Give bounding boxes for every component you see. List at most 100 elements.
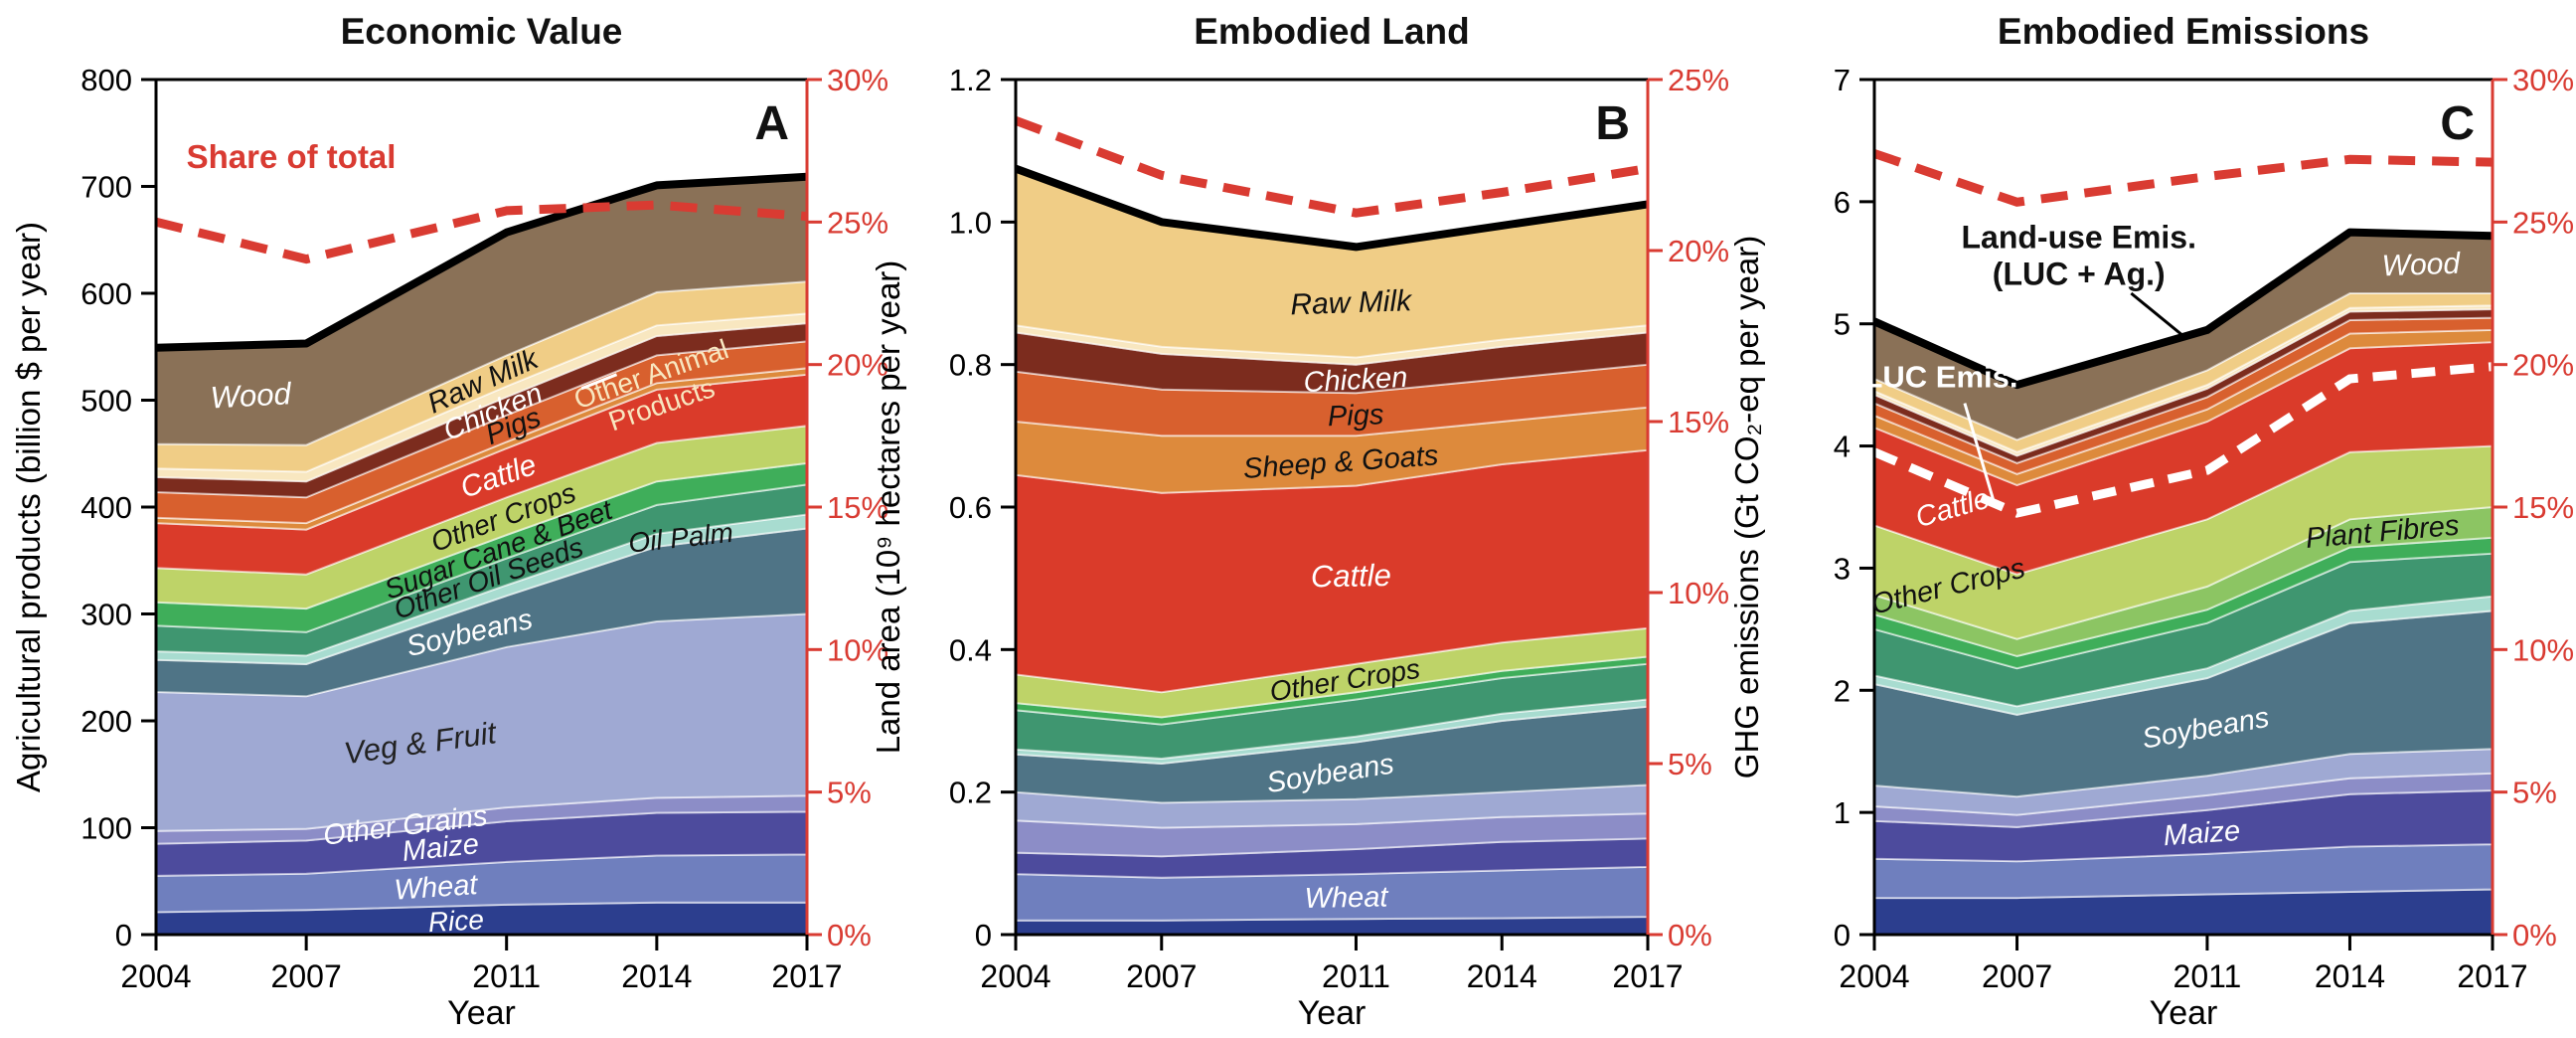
- band-label-A-wood: Wood: [210, 376, 293, 415]
- x-tick-label: 2004: [120, 958, 191, 994]
- band-label-B-wheat: Wheat: [1304, 881, 1389, 914]
- left-tick-label: 0: [975, 918, 992, 952]
- leader-line-A-2: [580, 373, 618, 391]
- right-tick-label: 25%: [2512, 205, 2574, 240]
- x-tick-label: 2004: [1839, 958, 1909, 994]
- right-tick-label: 0%: [1668, 918, 1712, 952]
- annotation-A-0: Share of total: [187, 138, 397, 175]
- x-tick-label: 2007: [271, 958, 342, 994]
- y-axis-title-C: GHG emissions (Gt CO₂-eq per year): [1728, 236, 1765, 778]
- panel-title-B: Embodied Land: [1194, 11, 1470, 52]
- panel-A: 0 100 200 300 400 500 600 700 800 0% 5% 10% 15% 20% 25…: [10, 11, 888, 1032]
- x-tick-label: 2011: [472, 958, 541, 994]
- left-tick-label: 0.6: [949, 490, 992, 525]
- total-line-B: [1014, 164, 1649, 252]
- left-tick-label: 5: [1834, 307, 1851, 342]
- left-tick-label: 1.2: [949, 63, 992, 97]
- total-line-C: [1872, 228, 2494, 390]
- left-tick-label: 0: [1834, 918, 1851, 952]
- right-tick-label: 20%: [1668, 234, 1729, 268]
- band-label-B-cattle: Cattle: [1311, 558, 1392, 594]
- right-tick-label: 30%: [827, 63, 888, 97]
- right-tick-label: 30%: [2512, 63, 2574, 97]
- right-tick-label: 0%: [2512, 918, 2557, 952]
- left-tick-label: 200: [80, 704, 132, 739]
- right-tick-label: 25%: [827, 205, 888, 240]
- share-of-total-line-A: [154, 200, 808, 264]
- left-tick-label: 300: [80, 598, 132, 632]
- right-tick-label: 0%: [827, 918, 872, 952]
- x-tick-label: 2014: [621, 958, 692, 994]
- right-tick-label: 10%: [1668, 576, 1729, 610]
- leader-line-C-1: [2130, 291, 2184, 338]
- band-label-B-raw_milk: Raw Milk: [1290, 284, 1414, 321]
- left-tick-label: 700: [80, 170, 132, 205]
- panel-B: 0 0.2 0.4 0.6 0.8 1.0 1.2 0% 5% 10% 15% 20% 25% 2004 2…: [870, 11, 1729, 1032]
- panel-title-A: Economic Value: [341, 11, 623, 52]
- band-label-A-wheat: Wheat: [394, 869, 481, 907]
- left-tick-label: 400: [80, 490, 132, 525]
- share-of-total-line-C: [1872, 149, 2494, 207]
- left-tick-label: 0.2: [949, 776, 992, 810]
- area-B-raw_milk: [1015, 167, 1649, 359]
- x-tick-label: 2014: [1467, 958, 1537, 994]
- left-tick-label: 4: [1834, 430, 1851, 464]
- x-tick-label: 2017: [771, 958, 842, 994]
- left-tick-label: 1.0: [949, 205, 992, 240]
- left-tick-label: 2: [1834, 673, 1851, 708]
- x-tick-label: 2011: [2174, 958, 2242, 994]
- left-tick-label: 1: [1834, 795, 1851, 830]
- share-of-total-line-B: [1014, 116, 1649, 218]
- left-tick-label: 500: [80, 384, 132, 419]
- y-axis-title-A: Agricultural products (billion $ per yea…: [10, 222, 47, 792]
- x-axis-title-B: Year: [1298, 994, 1367, 1032]
- right-tick-label: 15%: [2512, 490, 2574, 525]
- left-tick-label: 0: [115, 918, 132, 952]
- left-tick-label: 6: [1834, 185, 1851, 220]
- right-tick-label: 10%: [2512, 632, 2574, 667]
- x-tick-label: 2014: [2315, 958, 2385, 994]
- left-tick-label: 600: [80, 276, 132, 311]
- right-tick-label: 15%: [827, 490, 888, 525]
- panel-C: 0 1 2 3 4 5 6 7 0% 5% 10% 15% 20% 25% 30% 2004 2007 2011 2…: [1728, 11, 2574, 1032]
- band-label-C-wood: Wood: [2381, 248, 2462, 283]
- x-tick-label: 2007: [1982, 958, 2052, 994]
- y-axis-title-B: Land area (10⁹ hectares per year): [870, 260, 906, 755]
- x-tick-label: 2017: [1612, 958, 1683, 994]
- right-tick-label: 20%: [2512, 348, 2574, 383]
- annotation-C-2: LUC Emis.: [1863, 360, 2017, 395]
- x-tick-label: 2011: [1322, 958, 1390, 994]
- leader-line-C-3: [1963, 403, 1996, 501]
- panel-title-C: Embodied Emissions: [1998, 11, 2369, 52]
- x-tick-label: 2007: [1126, 958, 1197, 994]
- band-label-B-pigs: Pigs: [1327, 399, 1384, 432]
- panel-letter-C: C: [2440, 97, 2475, 150]
- total-line-A: [155, 172, 808, 352]
- band-label-C-maize: Maize: [2163, 815, 2241, 852]
- x-axis-title-C: Year: [2150, 994, 2218, 1032]
- x-tick-label: 2017: [2457, 958, 2527, 994]
- panel-letter-A: A: [754, 97, 789, 150]
- band-label-B-chicken: Chicken: [1303, 362, 1408, 399]
- x-tick-label: 2004: [980, 958, 1050, 994]
- left-tick-label: 100: [80, 811, 132, 846]
- right-tick-label: 25%: [1668, 63, 1729, 97]
- band-label-A-rice: Rice: [427, 904, 485, 938]
- luc-emissions-line: [1872, 362, 2494, 518]
- stacked-areas-B: [1015, 167, 1649, 936]
- right-tick-label: 10%: [827, 632, 888, 667]
- left-tick-label: 7: [1834, 63, 1851, 97]
- right-tick-label: 15%: [1668, 405, 1729, 439]
- right-tick-label: 5%: [827, 776, 872, 810]
- right-tick-label: 5%: [2512, 776, 2557, 810]
- left-tick-label: 0.4: [949, 632, 992, 667]
- panel-letter-B: B: [1595, 97, 1630, 150]
- left-tick-label: 3: [1834, 551, 1851, 586]
- annotation-C-0: Land-use Emis. (LUC + Ag.): [1961, 220, 2196, 292]
- right-tick-label: 20%: [827, 348, 888, 383]
- right-tick-label: 5%: [1668, 747, 1712, 781]
- left-tick-label: 0.8: [949, 348, 992, 383]
- left-tick-label: 800: [80, 63, 132, 97]
